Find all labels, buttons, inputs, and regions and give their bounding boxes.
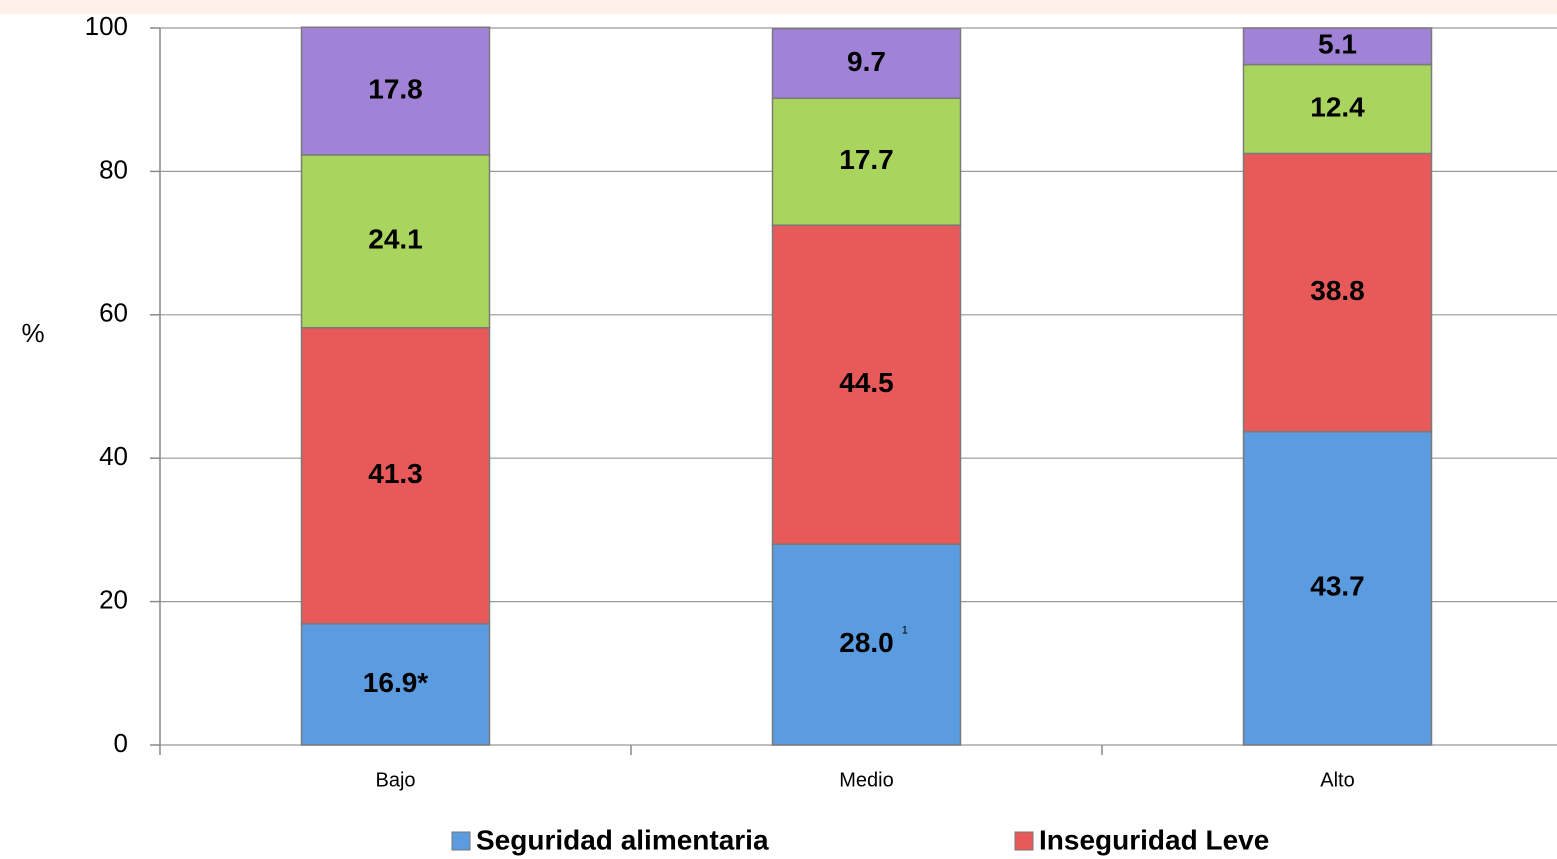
y-tick-label: 40 — [99, 441, 128, 471]
bar-segment — [1242, 430, 1433, 746]
bar-segment — [771, 543, 962, 746]
data-label: 43.7 — [1310, 571, 1365, 602]
x-tick-label: Bajo — [375, 769, 415, 791]
data-label: 44.5 — [839, 367, 894, 398]
footnote-mark: 1 — [902, 625, 908, 637]
data-label: 12.4 — [1310, 91, 1365, 122]
data-label: 17.8 — [368, 73, 423, 104]
y-tick-label: 60 — [99, 298, 128, 328]
y-tick-label: 0 — [114, 728, 128, 758]
x-tick-label: Alto — [1320, 769, 1354, 791]
bar-segment — [300, 154, 491, 329]
x-tick-label: Medio — [839, 769, 893, 791]
data-label: 38.8 — [1310, 275, 1365, 306]
bar-segment — [300, 623, 491, 746]
legend-swatch — [451, 831, 471, 851]
bar-segment — [771, 97, 962, 226]
bar-segment — [771, 27, 962, 100]
y-tick-label: 80 — [99, 154, 128, 184]
legend-swatch — [1014, 831, 1034, 851]
data-label: 5.1 — [1318, 29, 1357, 60]
bar-segment — [1242, 63, 1433, 155]
y-tick-label: 100 — [85, 11, 128, 41]
bar-segment — [300, 26, 491, 156]
bar-segment — [300, 326, 491, 625]
data-label: 24.1 — [368, 224, 423, 255]
data-label: 28.0 — [839, 627, 894, 658]
y-tick-label: 20 — [99, 584, 128, 614]
y-axis-label: % — [21, 318, 44, 348]
data-label: 16.9* — [363, 667, 428, 698]
legend-label: Seguridad alimentaria — [476, 824, 769, 855]
legend-label: Inseguridad Leve — [1039, 824, 1269, 855]
bar-segment — [1242, 27, 1433, 66]
bar-segment — [1242, 152, 1433, 433]
data-label: 41.3 — [368, 458, 423, 489]
top-band — [0, 0, 1557, 14]
data-label: 17.7 — [839, 144, 894, 175]
data-label: 9.7 — [847, 46, 886, 77]
bar-segment — [771, 224, 962, 545]
